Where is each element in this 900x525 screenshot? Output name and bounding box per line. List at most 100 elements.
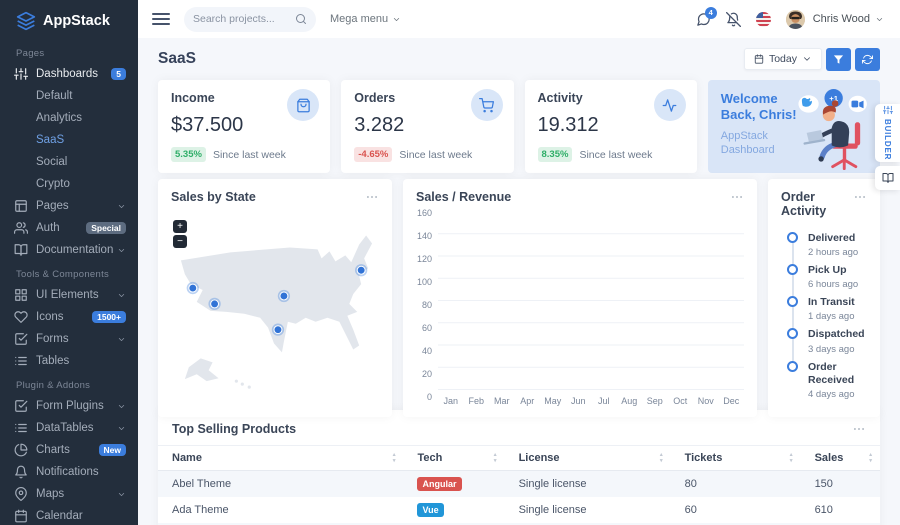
chart-x-axis: Jan Feb Mar Apr May Jun Jul Aug Sep Oct Nov Dec: [438, 390, 744, 406]
filter-button[interactable]: [826, 47, 851, 71]
refresh-button[interactable]: [855, 47, 880, 71]
timeline-rail: [787, 264, 798, 297]
list-icon: [14, 421, 28, 435]
sidebar-item-social[interactable]: Social: [0, 151, 138, 173]
cell-license: Single license: [518, 504, 587, 516]
notifications-muted-button[interactable]: [725, 11, 741, 27]
timeline-event-time: 3 days ago: [808, 343, 855, 355]
builder-tab[interactable]: BUILDER: [875, 104, 900, 162]
sidebar-toggle-button[interactable]: [152, 13, 170, 25]
more-menu-button[interactable]: [852, 422, 866, 436]
sidebar-item-label: DataTables: [36, 422, 94, 434]
card-title: Top Selling Products: [172, 422, 297, 436]
column-header-name[interactable]: Name ▴ ▾: [158, 445, 404, 471]
table-row[interactable]: Abel Theme Angular Single license 80 150: [158, 470, 880, 497]
top-selling-products-card: Top Selling Products Name ▴ ▾ Tech ▴ ▾ License…: [158, 410, 880, 525]
more-menu-button[interactable]: [365, 190, 379, 204]
chevron-down-icon: [392, 15, 401, 24]
sidebar-item-tables[interactable]: Tables: [0, 350, 138, 372]
mega-menu-dropdown[interactable]: Mega menu: [330, 13, 401, 25]
sidebar-item-analytics[interactable]: Analytics: [0, 107, 138, 129]
stat-title: Income: [171, 91, 215, 105]
sidebar-item-datatables[interactable]: DataTables: [0, 417, 138, 439]
chevron-down-icon: [117, 490, 126, 499]
sidebar-item-label: Dashboards: [36, 68, 99, 80]
sales-by-state-card: Sales by State + −: [158, 179, 392, 417]
column-header-tech[interactable]: Tech ▴ ▾: [403, 445, 505, 471]
app-logo-text: AppStack: [43, 13, 110, 29]
pie-chart-icon: [14, 443, 28, 457]
stat-value: 3.282: [354, 114, 405, 136]
column-header-tickets[interactable]: Tickets ▴ ▾: [670, 445, 801, 471]
sidebar-item-charts[interactable]: Charts New: [0, 439, 138, 461]
timeline-body: Order Received 4 days ago: [808, 361, 867, 406]
welcome-illustration: +1: [798, 89, 867, 171]
sidebar-item-documentation[interactable]: Documentation: [0, 239, 138, 261]
search-input[interactable]: [193, 13, 295, 25]
y-tick-label: 160: [416, 208, 432, 218]
map-zoom-in-button[interactable]: +: [173, 220, 187, 233]
timeline-event-time: 1 days ago: [808, 311, 855, 323]
app-logo[interactable]: AppStack: [0, 0, 138, 40]
map-marker[interactable]: [277, 289, 291, 303]
date-range-button[interactable]: Today: [743, 48, 822, 70]
sidebar-item-saas[interactable]: SaaS: [0, 129, 138, 151]
y-tick-label: 140: [416, 230, 432, 241]
more-menu-button[interactable]: [853, 190, 867, 204]
sidebar-item-label: Auth: [36, 222, 60, 234]
messages-button[interactable]: 4: [696, 6, 717, 27]
more-menu-button[interactable]: [730, 190, 744, 204]
stat-title: Activity: [537, 91, 583, 105]
language-flag-button[interactable]: [755, 11, 771, 27]
map-marker[interactable]: [355, 264, 368, 277]
column-header-license[interactable]: License ▴ ▾: [504, 445, 671, 471]
stat-caption: Since last week: [212, 148, 286, 161]
timeline-body: In Transit 1 days ago: [808, 296, 855, 328]
sidebar-item-calendar[interactable]: Calendar: [0, 505, 138, 525]
calendar-icon: [14, 509, 28, 523]
map-zoom-out-button[interactable]: −: [173, 235, 187, 248]
check-square-icon: [14, 399, 28, 413]
chart-bar-column: [566, 212, 592, 390]
timeline-rail: [787, 328, 798, 361]
mega-menu-label: Mega menu: [330, 13, 389, 25]
chevron-down-icon: [117, 402, 126, 411]
avatar[interactable]: [785, 9, 805, 29]
x-tick-label: Feb: [468, 395, 484, 406]
sidebar-item-notifications[interactable]: Notifications: [0, 461, 138, 483]
sidebar-item-form-plugins[interactable]: Form Plugins: [0, 395, 138, 417]
x-tick-label: Jul: [597, 395, 610, 406]
sidebar-item-ui-elements[interactable]: UI Elements: [0, 284, 138, 306]
x-tick-label: Jun: [570, 395, 586, 406]
map-marker[interactable]: [208, 297, 221, 311]
chevron-down-icon: [117, 424, 126, 433]
chevron-down-icon: [117, 291, 126, 300]
notification-count-badge: 4: [704, 6, 717, 19]
map-marker[interactable]: [186, 281, 199, 295]
sidebar-item-label: Crypto: [36, 178, 70, 190]
table-row[interactable]: Alpha ThemeReactSingle license50720: [158, 523, 880, 525]
sidebar-item-maps[interactable]: Maps: [0, 483, 138, 505]
column-header-sales[interactable]: Sales ▴ ▾: [800, 445, 880, 471]
timeline-event-label: In Transit: [808, 296, 855, 309]
map-marker[interactable]: [271, 323, 285, 336]
sidebar-item-icons[interactable]: Icons 1500+: [0, 306, 138, 328]
table-row[interactable]: Ada Theme Vue Single license 60 610: [158, 497, 880, 523]
shopping-bag-icon: [296, 98, 311, 113]
documentation-tab[interactable]: [875, 166, 900, 190]
search-box[interactable]: [184, 6, 316, 32]
timeline-dot: [787, 264, 798, 276]
sidebar-item-label: Analytics: [36, 112, 83, 124]
sidebar-item-default[interactable]: Default: [0, 85, 138, 107]
user-menu[interactable]: Chris Wood: [813, 13, 884, 25]
sidebar-item-crypto[interactable]: Crypto: [0, 173, 138, 195]
sidebar-item-forms[interactable]: Forms: [0, 328, 138, 350]
cell-tech: Vue: [403, 497, 504, 523]
sidebar-item-dashboards[interactable]: Dashboards 5: [0, 63, 138, 85]
plus-one-bubble: +1: [829, 94, 838, 103]
order-activity-card: Order Activity Delivered 2 hours ago Pick …: [768, 179, 880, 417]
sidebar-item-auth[interactable]: Auth Special: [0, 217, 138, 239]
timeline-event-time: 6 hours ago: [808, 279, 859, 291]
layout-icon: [14, 199, 28, 213]
sidebar-item-pages[interactable]: Pages: [0, 195, 138, 217]
